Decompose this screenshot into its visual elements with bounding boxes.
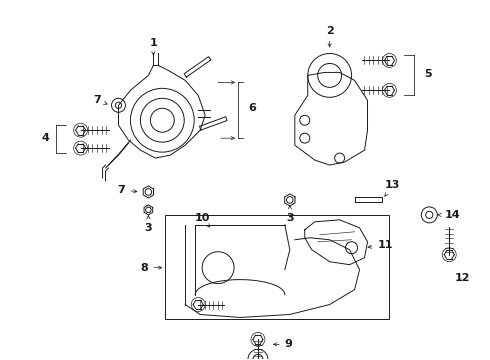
Text: 2: 2 bbox=[326, 26, 334, 47]
Text: 14: 14 bbox=[438, 210, 460, 220]
Text: 9: 9 bbox=[273, 339, 293, 349]
Text: 8: 8 bbox=[141, 263, 162, 273]
Text: 6: 6 bbox=[248, 103, 256, 113]
Text: 4: 4 bbox=[42, 133, 49, 143]
Text: 3: 3 bbox=[286, 206, 294, 223]
Text: 1: 1 bbox=[149, 37, 157, 55]
Text: 10: 10 bbox=[195, 213, 210, 227]
Text: 3: 3 bbox=[145, 216, 152, 233]
Text: 5: 5 bbox=[424, 69, 432, 80]
Bar bbox=[165, 215, 390, 319]
Text: 13: 13 bbox=[385, 180, 400, 196]
Text: 11: 11 bbox=[368, 240, 393, 250]
Text: 7: 7 bbox=[93, 95, 107, 105]
Text: 7: 7 bbox=[118, 185, 137, 195]
Text: 12: 12 bbox=[454, 273, 470, 283]
